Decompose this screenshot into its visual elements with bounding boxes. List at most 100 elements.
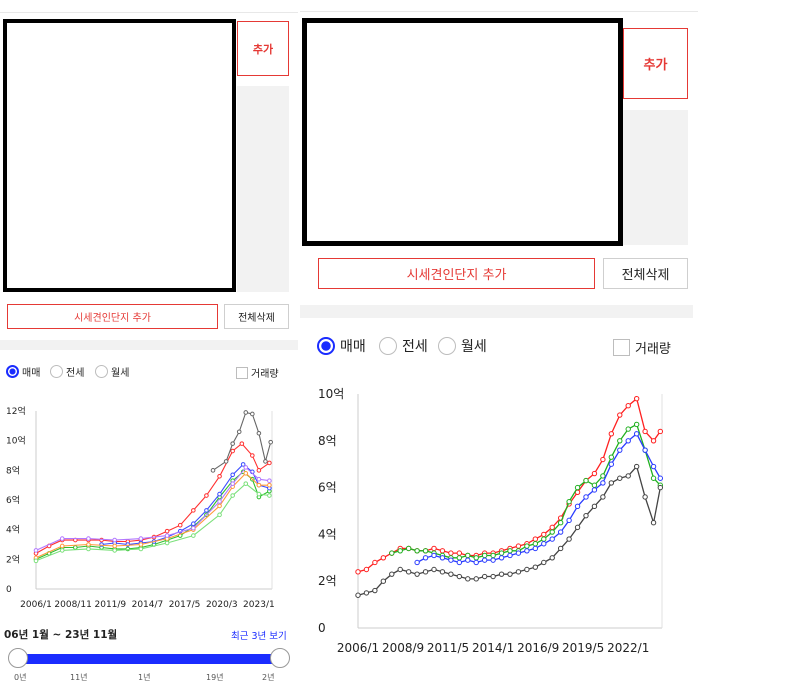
series-point [617, 447, 623, 453]
series-point [600, 494, 606, 500]
add-compare-complex-button[interactable]: 시세견인단지 추가 [7, 304, 218, 329]
series-point [267, 482, 272, 488]
series-point [405, 569, 412, 575]
series-point [583, 494, 589, 500]
y-tick-label: 4억 [318, 527, 337, 541]
series-point [591, 487, 598, 493]
checkbox-icon [613, 339, 630, 356]
series-point [657, 428, 664, 435]
series-point [230, 481, 235, 486]
series-point [267, 493, 272, 498]
series-point [414, 559, 420, 566]
series-point [86, 542, 91, 547]
series-point [422, 548, 429, 554]
series-point [414, 548, 420, 554]
series-point [566, 498, 572, 505]
series-point [532, 536, 539, 542]
y-tick-label: 4억 [6, 524, 20, 536]
x-tick-label: 2006/1 [337, 641, 379, 655]
series-point [439, 555, 446, 561]
series-point [256, 491, 262, 497]
range-slider-start-handle[interactable] [8, 648, 28, 668]
series-point [481, 573, 488, 580]
series-point [112, 548, 117, 553]
add-button[interactable]: 추가 [237, 21, 289, 76]
series-point [439, 569, 446, 575]
series-point [633, 463, 640, 470]
series-point [355, 569, 361, 575]
series-point [532, 541, 539, 547]
series-point [456, 573, 463, 580]
series-point [164, 533, 170, 538]
x-tick-label: 2011/9 [95, 600, 127, 610]
series-point [591, 470, 598, 477]
radio-selected-icon [6, 365, 19, 378]
series-point [591, 503, 598, 510]
series-point [243, 465, 249, 470]
series-point [532, 564, 539, 570]
series-point [657, 484, 664, 491]
series-point [574, 484, 581, 491]
series-point [230, 493, 235, 498]
range-slider-end-handle[interactable] [270, 648, 290, 668]
series-point [608, 431, 615, 437]
series-point [191, 533, 196, 538]
series-point [204, 508, 209, 513]
radio-sale[interactable]: 매매 [6, 364, 40, 379]
series-point [397, 566, 403, 573]
series-point [33, 548, 39, 553]
slider-tick: 2년 [262, 673, 275, 682]
x-tick-label: 2014/1 [472, 641, 514, 655]
series-point [439, 548, 446, 554]
checkbox-icon [236, 366, 248, 379]
series-point [256, 482, 262, 488]
series-point [448, 557, 454, 563]
add-button[interactable]: 추가 [623, 28, 688, 99]
radio-jeonse-label: 전세 [66, 368, 85, 379]
delete-all-button[interactable]: 전체삭제 [603, 258, 688, 289]
range-label: 06년 1월 ~ 23년 11월 [4, 629, 118, 641]
series-point [490, 552, 496, 559]
series-point [625, 438, 631, 444]
left-panel: 추가 시세견인단지 추가 전체삭제 매매 전세 월세 거래량 0 2억 4억 6억 8억… [0, 0, 298, 682]
volume-label: 거래량 [251, 369, 279, 380]
x-tick-label: 2014/7 [132, 600, 164, 610]
series-point [112, 543, 117, 549]
series-point [380, 555, 387, 561]
radio-sale[interactable]: 매매 [317, 336, 366, 356]
add-compare-complex-button[interactable]: 시세견인단지 추가 [318, 258, 595, 289]
series-point [515, 550, 522, 556]
series-point [456, 550, 463, 556]
volume-checkbox[interactable]: 거래량 [613, 338, 671, 357]
radio-monthly-rent[interactable]: 월세 [95, 364, 129, 379]
series-point [414, 571, 420, 577]
recent-3yr-link[interactable]: 최근 3년 보기 [231, 631, 287, 642]
series-point [549, 555, 555, 561]
series-point [268, 439, 273, 445]
series-point [422, 555, 429, 561]
radio-monthly-rent[interactable]: 월세 [438, 336, 487, 356]
series-point [625, 426, 631, 432]
radio-jeonse[interactable]: 전세 [379, 336, 428, 356]
slider-tick: 0년 [14, 673, 27, 682]
series-point [566, 517, 572, 524]
radio-jeonse[interactable]: 전세 [50, 364, 84, 379]
series-point [86, 546, 91, 552]
series-point [541, 541, 547, 547]
series-point [524, 566, 530, 573]
volume-checkbox[interactable]: 거래량 [236, 365, 279, 380]
delete-all-button[interactable]: 전체삭제 [224, 304, 289, 329]
series-point [524, 548, 530, 554]
series-point [608, 480, 615, 486]
price-chart-left: 0 2억 4억 6억 8억 10억 12억 2006/1 2008/11 2011/9 2014/7… [6, 405, 275, 610]
range-slider-track [14, 654, 280, 664]
series-point [431, 552, 437, 559]
slider-tick: 1년 [138, 673, 151, 682]
series-point [465, 552, 471, 559]
series-point [657, 475, 664, 481]
series-point [591, 482, 598, 488]
series-point [532, 545, 539, 552]
series-point [633, 421, 640, 428]
y-tick-label: 2억 [318, 574, 337, 588]
series-point [217, 512, 222, 518]
